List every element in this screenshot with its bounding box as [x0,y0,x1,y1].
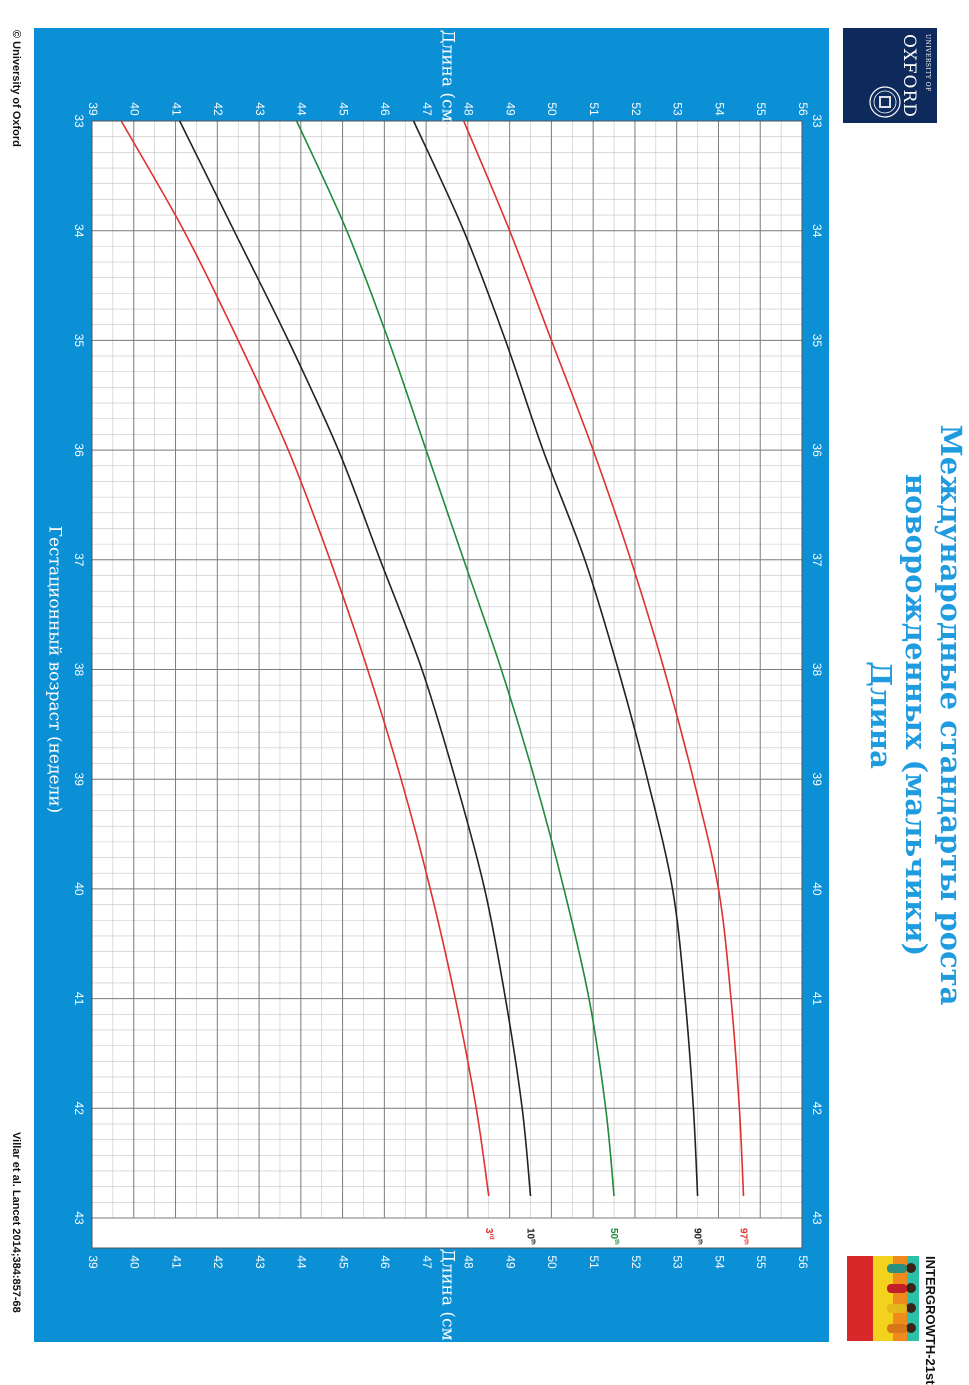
series-end-label-90th: 90th [692,1228,703,1245]
y-tick-label-top: 48 [462,102,476,116]
x-tick-label-left: 42 [72,1102,86,1116]
series-end-label-50th: 50th [608,1228,619,1245]
series-end-label-3rd: 3rd [483,1228,494,1240]
x-tick-label-left: 34 [72,224,86,238]
x-tick-label-right: 40 [810,882,824,896]
x-tick-label-right: 34 [810,224,824,238]
y-tick-label-top: 44 [295,102,309,116]
y-tick-label-bottom: 45 [336,1255,350,1269]
x-tick-label-right: 41 [810,992,824,1006]
x-tick-label-left: 40 [72,882,86,896]
y-tick-label-bottom: 39 [86,1255,100,1269]
growth-chart: 39 39 40 40 41 41 42 42 43 43 44 44 45 45 46 46 47 47 48 48… [45,30,824,1342]
page-title-line1: Международные стандарты роста [934,424,968,1006]
y-tick-label-bottom: 44 [295,1255,309,1269]
y-tick-label-top: 56 [796,102,810,116]
y-tick-label-bottom: 49 [503,1255,517,1269]
x-tick-label-left: 38 [72,663,86,677]
y-tick-label-top: 42 [211,102,225,116]
x-tick-label-left: 37 [72,553,86,567]
page-title-line2: новорожденных (мальчики) [899,473,933,957]
y-tick-label-bottom: 46 [378,1255,392,1269]
copyright-text: © University of Oxford [10,30,22,147]
y-tick-label-top: 45 [336,102,350,116]
x-tick-label-left: 33 [72,114,86,128]
y-axis-title-bottom: Длина (см) [438,1249,458,1342]
y-tick-label-top: 54 [712,102,726,116]
y-tick-label-top: 49 [503,102,517,116]
series-line-50th [295,120,615,1197]
x-tick-label-left: 43 [72,1211,86,1225]
x-tick-label-right: 35 [810,334,824,348]
y-tick-label-bottom: 47 [420,1255,434,1269]
chart-panel: 39 39 40 40 41 41 42 42 43 43 44 44 45 45 46 46 47 47 48 48… [34,28,829,1342]
intergrowth-logo-text: INTERGROWTH-21st [923,1256,938,1385]
citation-text: Villar et al. Lancet 2014;384:857-68 [10,1132,22,1313]
y-tick-label-bottom: 42 [211,1255,225,1269]
series-end-label-10th: 10th [525,1228,536,1245]
y-tick-label-top: 46 [378,102,392,116]
y-tick-label-top: 50 [545,102,559,116]
series-end-label-97th: 97th [738,1228,749,1245]
intergrowth-logo [847,1256,919,1341]
x-tick-label-left: 35 [72,334,86,348]
y-tick-label-top: 53 [671,102,685,116]
series-line-97th [462,120,745,1197]
page-title: Международные стандарты роста новорожден… [863,285,968,1145]
series-line-10th [178,120,532,1197]
oxford-logo-wordmark: OXFORD [899,34,919,118]
intergrowth-figures-icon [847,1256,919,1341]
x-axis-title: Гестационный возраст (недели) [45,526,65,814]
y-tick-label-top: 40 [128,102,142,116]
y-tick-label-top: 47 [420,102,434,116]
y-tick-label-bottom: 40 [128,1255,142,1269]
y-axis-title-top: Длина (см) [438,30,458,129]
y-tick-label-bottom: 52 [629,1255,643,1269]
plot-border [91,120,803,1249]
y-tick-label-top: 51 [587,102,601,116]
y-tick-label-top: 43 [253,102,267,116]
x-tick-label-left: 39 [72,773,86,787]
y-tick-label-bottom: 41 [169,1255,183,1269]
oxford-logo-small-text: UNIVERSITY OF [924,34,931,92]
x-tick-label-right: 38 [810,663,824,677]
series-line-90th [412,120,699,1197]
y-tick-label-top: 52 [629,102,643,116]
y-tick-label-bottom: 56 [796,1255,810,1269]
x-tick-label-right: 33 [810,114,824,128]
oxford-crest-icon [869,86,901,118]
x-tick-label-right: 36 [810,443,824,457]
y-tick-label-bottom: 53 [671,1255,685,1269]
x-tick-label-left: 36 [72,443,86,457]
y-tick-label-bottom: 48 [462,1255,476,1269]
x-tick-label-right: 43 [810,1211,824,1225]
y-tick-label-top: 55 [754,102,768,116]
oxford-logo: UNIVERSITY OF OXFORD [843,28,937,123]
series-line-3rd [120,120,490,1197]
x-tick-label-right: 37 [810,553,824,567]
y-tick-label-bottom: 50 [545,1255,559,1269]
x-tick-label-right: 39 [810,773,824,787]
x-tick-label-right: 42 [810,1102,824,1116]
y-tick-label-bottom: 51 [587,1255,601,1269]
y-tick-label-bottom: 55 [754,1255,768,1269]
y-tick-label-bottom: 54 [712,1255,726,1269]
y-tick-label-bottom: 43 [253,1255,267,1269]
y-tick-label-top: 39 [86,102,100,116]
y-tick-label-top: 41 [169,102,183,116]
page-title-line3: Длина [864,661,898,769]
x-tick-label-left: 41 [72,992,86,1006]
